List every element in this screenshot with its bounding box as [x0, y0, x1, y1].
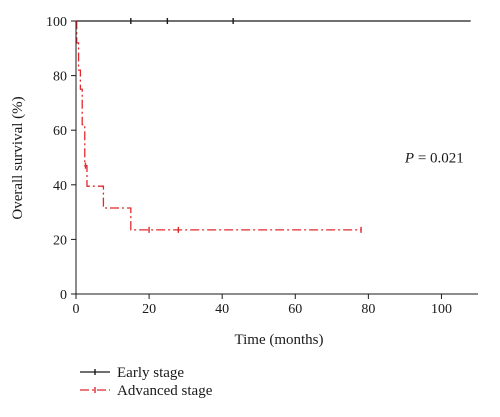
series-line-advanced-stage: [76, 20, 362, 231]
y-tick-label: 20: [53, 233, 67, 248]
x-tick-label: 0: [73, 302, 80, 317]
p-value-annotation: P = 0.021: [404, 151, 464, 167]
x-axis-title: Time (months): [234, 332, 323, 348]
axes: Time (months) Overall survival (%) 0 20 40…: [10, 15, 478, 348]
y-tick-label: 40: [53, 179, 67, 194]
y-tick-label: 0: [60, 288, 67, 303]
p-value-symbol: P: [404, 151, 414, 167]
y-tick-label: 60: [53, 124, 67, 139]
y-tick-label: 80: [53, 70, 67, 85]
legend-label: Early stage: [117, 365, 184, 381]
x-tick-label: 60: [288, 302, 302, 317]
legend-label: Advanced stage: [117, 383, 213, 399]
plot-area: [76, 18, 471, 233]
x-tick-label: 100: [431, 302, 452, 317]
legend: Early stage Advanced stage: [80, 365, 213, 399]
y-axis-title: Overall survival (%): [10, 96, 26, 219]
p-value-text: = 0.021: [414, 151, 464, 167]
x-tick-label: 40: [215, 302, 229, 317]
x-tick-label: 80: [361, 302, 375, 317]
x-tick-label: 20: [142, 302, 156, 317]
y-tick-label: 100: [46, 15, 67, 30]
